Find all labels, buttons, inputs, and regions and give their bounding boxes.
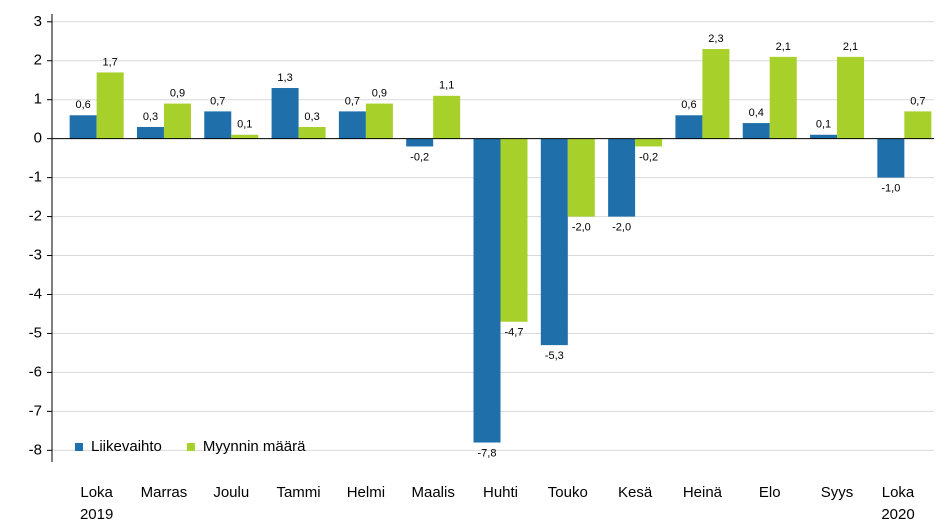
value-label: -0,2	[410, 151, 429, 163]
x-tick-label: Syys	[820, 484, 854, 501]
y-tick-label: -5	[29, 324, 42, 341]
value-label: 2,1	[776, 41, 791, 53]
y-tick-label: 2	[34, 52, 42, 69]
bar	[837, 56, 865, 139]
x-tick-label: Tammi	[276, 484, 321, 501]
bar	[742, 123, 770, 139]
value-label: 0,1	[816, 119, 831, 131]
y-tick-label: -1	[29, 169, 42, 186]
bar	[500, 138, 528, 322]
legend-swatch	[75, 443, 83, 451]
x-tick-label: Heinä	[682, 484, 723, 501]
value-label: -7,8	[478, 447, 497, 459]
value-label: -1,0	[881, 183, 900, 195]
bar	[877, 138, 905, 178]
x-tick-label: Elo	[758, 484, 781, 501]
value-label: 1,3	[277, 72, 292, 84]
bar	[365, 103, 393, 139]
value-label: 2,1	[843, 41, 858, 53]
bar	[136, 126, 164, 139]
value-label: 0,7	[910, 95, 925, 107]
bar	[338, 111, 366, 139]
y-tick-label: 0	[34, 130, 42, 147]
x-tick-label: Joulu	[213, 484, 250, 501]
x-tick-label: Marras	[140, 484, 188, 501]
value-label: 2,3	[708, 33, 723, 45]
bar	[406, 138, 434, 147]
value-label: 0,4	[749, 107, 764, 119]
bar	[473, 138, 501, 443]
bar	[810, 134, 838, 139]
value-label: 0,6	[76, 99, 91, 111]
value-label: 1,7	[103, 56, 118, 68]
bar	[163, 103, 191, 139]
value-label: 0,7	[210, 95, 225, 107]
legend-label: Myynnin määrä	[203, 438, 306, 455]
bar	[96, 72, 124, 139]
value-label: 0,1	[237, 119, 252, 131]
bar	[904, 111, 932, 139]
legend-label: Liikevaihto	[91, 438, 162, 455]
bar	[433, 95, 461, 139]
x-tick-label: Touko	[547, 484, 588, 501]
bar	[298, 126, 326, 139]
value-label: 0,3	[143, 111, 158, 123]
value-label: -0,2	[639, 151, 658, 163]
bar	[69, 115, 97, 139]
value-label: 0,9	[170, 88, 185, 100]
bar	[540, 138, 568, 346]
bar	[675, 115, 703, 139]
x-tick-label: Maalis	[411, 484, 455, 501]
value-label: 1,1	[439, 80, 454, 92]
value-label: 0,6	[681, 99, 696, 111]
y-tick-label: 3	[34, 13, 42, 30]
value-label: -2,0	[612, 221, 631, 233]
bar	[608, 138, 636, 217]
bar	[271, 88, 299, 139]
x-tick-label: Huhti	[482, 484, 519, 501]
legend-swatch	[186, 443, 195, 451]
value-label: 0,3	[304, 111, 319, 123]
bar	[567, 138, 595, 217]
y-tick-label: -8	[29, 441, 42, 458]
y-tick-label: -7	[29, 402, 42, 419]
x-tick-label: Kesä	[618, 484, 653, 501]
x-tick-label: Helmi	[346, 484, 386, 501]
bar	[231, 134, 259, 139]
bar	[769, 56, 797, 139]
x-tick-label: Loka 2020	[881, 484, 915, 523]
y-tick-label: 1	[34, 91, 42, 108]
value-label: -5,3	[545, 350, 564, 362]
value-label: 0,9	[372, 88, 387, 100]
x-tick-label: Loka 2019	[79, 484, 114, 523]
y-tick-label: -2	[29, 208, 42, 225]
y-tick-label: -3	[29, 246, 42, 263]
bar	[204, 111, 232, 139]
value-label: -2,0	[572, 221, 591, 233]
value-label: -4,7	[505, 327, 524, 339]
bar	[635, 138, 663, 147]
y-tick-label: -6	[29, 363, 42, 380]
bar	[702, 49, 730, 139]
value-label: 0,7	[345, 95, 360, 107]
y-tick-label: -4	[29, 285, 42, 302]
